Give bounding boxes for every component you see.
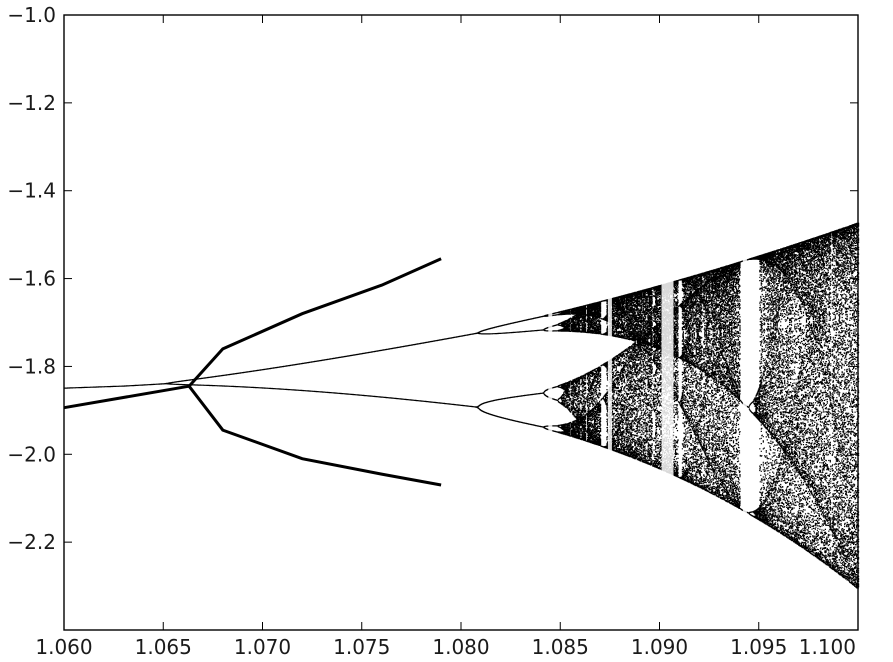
branch-period-2-upper bbox=[187, 257, 442, 388]
y-tick-label: −1.0 bbox=[7, 3, 56, 27]
x-tick-label: 1.100 bbox=[799, 635, 856, 657]
periodic-window bbox=[661, 15, 674, 630]
periodic-window bbox=[607, 15, 612, 630]
bifurcation-points bbox=[64, 222, 860, 590]
branch-period-2-lower bbox=[187, 385, 442, 487]
x-tick-label: 1.085 bbox=[532, 635, 589, 657]
scatter-points bbox=[63, 15, 860, 630]
y-tick-label: −1.6 bbox=[7, 267, 56, 291]
periodic-window bbox=[548, 15, 553, 630]
x-tick-label: 1.070 bbox=[234, 635, 291, 657]
x-tick-label: 1.060 bbox=[35, 635, 92, 657]
x-tick-label: 1.080 bbox=[432, 635, 489, 657]
branch-period-1 bbox=[63, 384, 190, 410]
x-tick-label: 1.075 bbox=[333, 635, 390, 657]
y-tick-label: −1.8 bbox=[7, 354, 56, 378]
y-tick-label: −2.2 bbox=[7, 530, 56, 554]
y-tick-label: −1.2 bbox=[7, 91, 56, 115]
x-tick-label: 1.065 bbox=[135, 635, 192, 657]
y-tick-label: −1.4 bbox=[7, 179, 56, 203]
y-tick-label: −2.0 bbox=[7, 442, 56, 466]
x-axis: 1.060 1.065 1.070 1.075 1.080 1.085 1.090 1.095… bbox=[35, 15, 859, 659]
y-axis: −1.0 −1.2 −1.4 −1.6 −1.8 −2.0 −2.2 bbox=[7, 3, 858, 554]
x-tick-label: 1.090 bbox=[631, 635, 688, 657]
periodic-window bbox=[742, 15, 747, 630]
x-tick-label: 1.095 bbox=[730, 635, 787, 657]
